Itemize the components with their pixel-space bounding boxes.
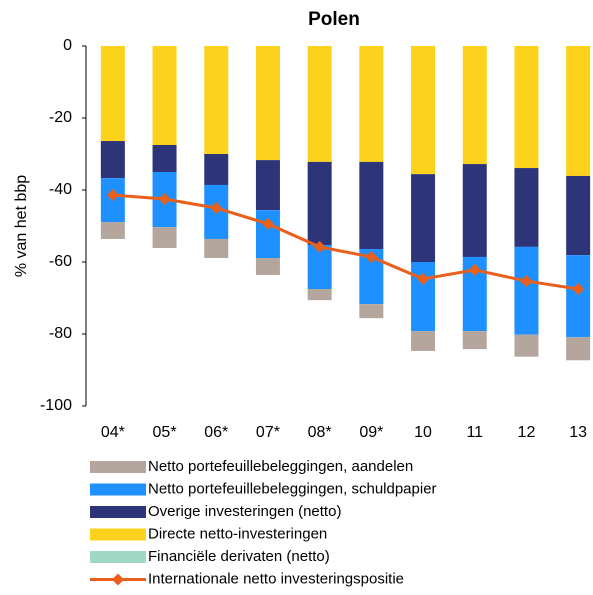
x-tick-label: 09* [359,424,383,441]
bar-segment [411,331,436,351]
bar-segment [566,175,591,256]
legend-label: Financiële derivaten (netto) [148,548,330,565]
legend-swatch [90,528,146,541]
line-marker [417,272,430,285]
bar-segment [514,168,539,247]
x-tick-label: 11 [466,424,483,441]
y-tick-label: -80 [49,325,72,342]
bar-segment [566,255,591,338]
legend-label: Internationale netto investeringspositie [148,570,404,587]
bar-segment [100,46,125,142]
x-tick-label: 13 [569,424,587,441]
bar-segment [204,46,229,154]
bar-segment [152,227,177,248]
x-tick-label: 08* [308,424,332,441]
bar-segment [359,304,384,319]
line-marker [261,217,274,230]
line-marker [313,240,326,253]
legend-swatch [90,461,146,473]
bar-segment [411,46,436,175]
y-tick-label: -100 [40,397,72,414]
chart-title: Polen [308,9,360,30]
bar-segment [462,164,487,257]
x-tick-label: 04* [101,424,125,441]
x-tick-label: 07* [256,424,280,441]
legend-marker [112,573,124,586]
line-marker [106,189,119,202]
bar-segment [514,334,539,357]
legend-label: Directe netto-investeringen [148,525,327,542]
legend-swatch [90,506,146,518]
legend-swatch [90,483,146,496]
y-tick-label: 0 [63,37,72,54]
legend-label: Overige investeringen (netto) [148,503,341,520]
bar-segment [566,46,591,176]
line-marker [520,275,533,288]
x-tick-label: 10 [414,424,432,441]
y-tick-label: -40 [49,181,72,198]
x-tick-label: 05* [153,424,177,441]
bar-segment [152,46,177,145]
bar-segment [255,46,280,161]
bar-segment [514,246,539,335]
line-marker [572,283,585,295]
bar-segment [307,46,332,162]
bar-segment [204,238,229,259]
legend-label: Netto portefeuillebeleggingen, aandelen [148,458,413,475]
bar-segment [307,161,332,246]
legend-swatch [90,551,146,563]
bar-segment [100,141,125,179]
y-tick-label: -60 [49,253,72,270]
line-marker [158,193,171,205]
y-tick-label: -20 [49,109,72,126]
bar-segment [566,337,591,361]
bar-segment [152,145,177,172]
line-marker [468,263,481,276]
legend-label: Netto portefeuillebeleggingen, schuldpap… [148,480,437,497]
bar-segment [359,46,384,162]
x-tick-label: 06* [204,424,228,441]
bar-segment [255,258,280,275]
bar-segment [462,46,487,165]
y-axis-label: % van het bbp [13,175,30,277]
bar-segment [204,154,229,185]
bar-segment [255,210,280,259]
bar-segment [411,174,436,262]
bar-segment [100,222,125,239]
bar-segment [359,161,384,250]
line-marker [365,250,378,263]
bar-segment [462,331,487,350]
bar-segment [411,262,436,332]
x-tick-label: 12 [518,424,536,441]
line-series [112,193,579,291]
bar-segment [307,289,332,301]
bar-segment [255,160,280,211]
line-marker [210,202,223,214]
bar-segment [514,46,539,169]
